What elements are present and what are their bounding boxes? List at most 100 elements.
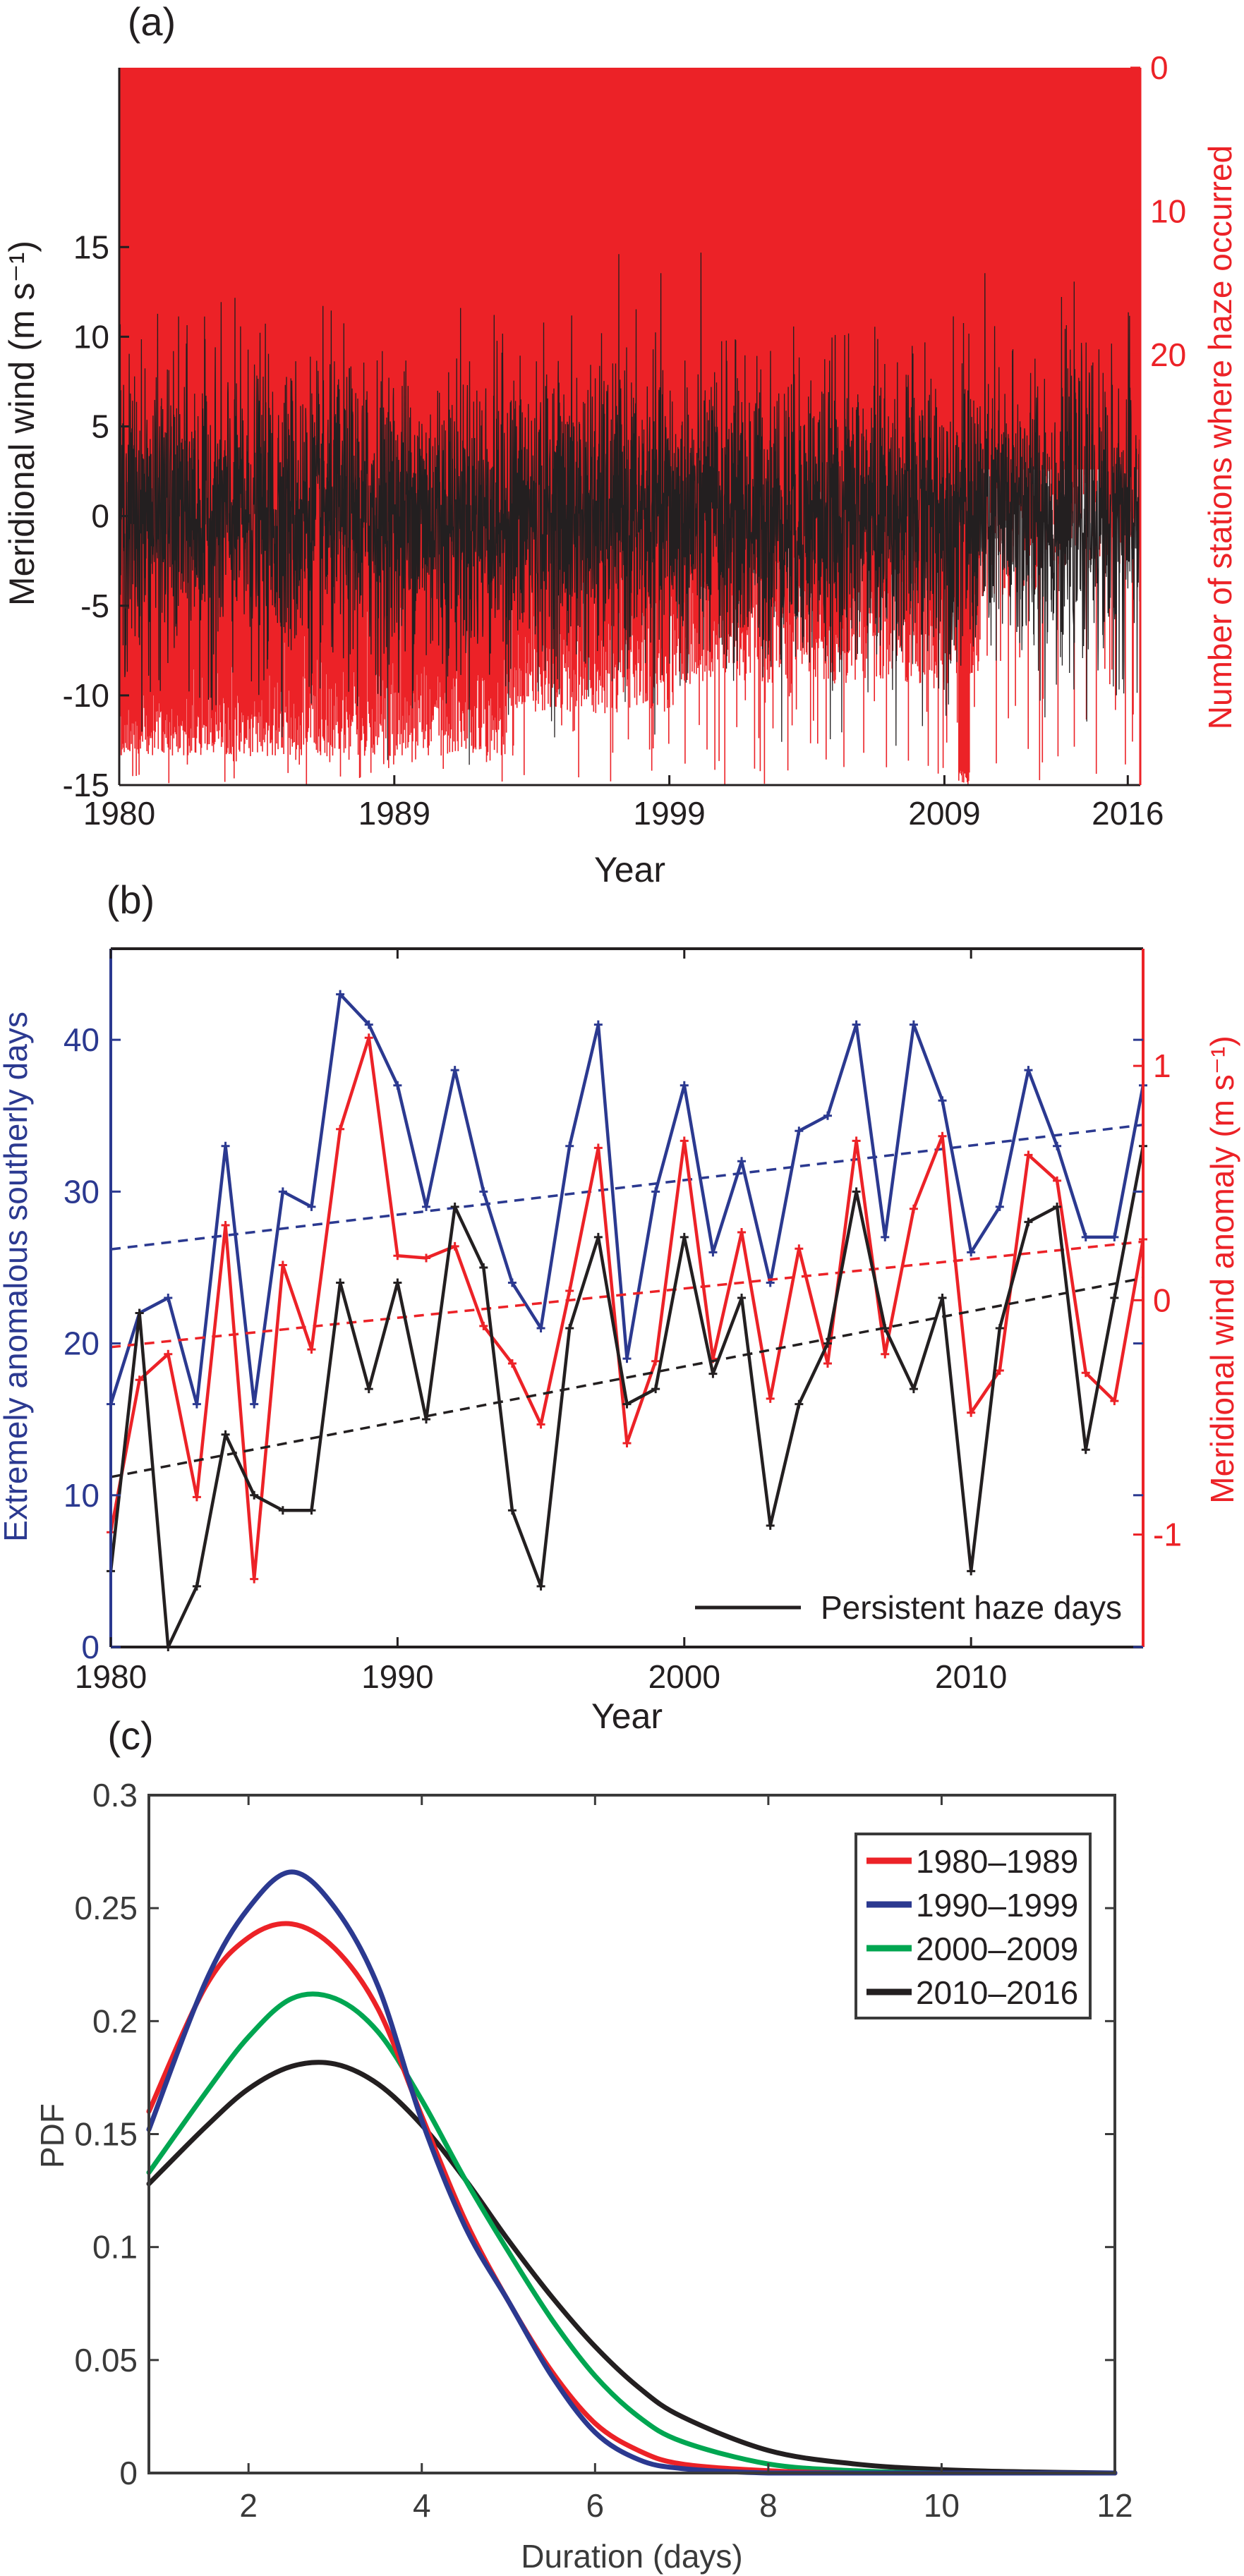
y-tick-label: 15 xyxy=(73,229,109,265)
data-point xyxy=(680,1232,689,1241)
data-point xyxy=(135,1308,144,1318)
legend-entry: 2010–2016 xyxy=(916,1974,1078,2011)
x-axis-label: Year xyxy=(594,850,665,889)
y-tick-label: 0 xyxy=(81,1629,99,1665)
x-tick-label: 12 xyxy=(1097,2487,1133,2524)
data-point xyxy=(1024,1150,1033,1160)
legend: 1980–1989 1990–1999 2000–2009 2010–2016 xyxy=(855,1833,1092,2019)
x-axis-label: Duration (days) xyxy=(521,2538,742,2575)
y-tick-label: 0.2 xyxy=(92,2003,138,2039)
data-point xyxy=(680,1136,689,1146)
y-right-tick-label: 20 xyxy=(1150,336,1186,373)
data-point xyxy=(422,1415,431,1424)
trend-line xyxy=(110,1240,1144,1349)
data-point xyxy=(307,1506,316,1515)
data-point xyxy=(680,1081,689,1090)
data-point xyxy=(909,1204,918,1213)
legend-box xyxy=(855,1833,1092,2019)
x-tick-label: 4 xyxy=(413,2487,431,2524)
data-point xyxy=(450,1241,459,1251)
data-point xyxy=(364,1020,373,1029)
data-point xyxy=(164,1349,173,1359)
data-point xyxy=(307,1345,316,1354)
data-point xyxy=(881,1324,890,1333)
data-point xyxy=(565,1287,574,1296)
data-point xyxy=(795,1126,804,1136)
y-tick-label: 10 xyxy=(64,1477,99,1514)
data-point xyxy=(393,1081,402,1090)
y-tick-label: 20 xyxy=(64,1325,99,1362)
data-point xyxy=(393,1278,402,1287)
data-point xyxy=(536,1420,545,1429)
data-point xyxy=(995,1202,1004,1211)
data-point xyxy=(593,1232,603,1241)
data-point xyxy=(1081,1368,1090,1378)
data-point xyxy=(507,1359,517,1368)
x-tick-label: 2000 xyxy=(648,1658,720,1695)
data-point xyxy=(278,1506,287,1515)
data-point xyxy=(364,1385,373,1394)
data-point xyxy=(1024,1217,1033,1227)
data-point xyxy=(651,1385,660,1394)
data-point xyxy=(479,1321,488,1330)
x-tick-label: 6 xyxy=(586,2487,605,2524)
data-point xyxy=(766,1521,775,1530)
data-point xyxy=(823,1111,832,1120)
data-point xyxy=(651,1356,660,1366)
data-point xyxy=(852,1020,861,1029)
data-point xyxy=(307,1202,316,1211)
data-point xyxy=(1053,1202,1062,1211)
x-tick-label: 1980 xyxy=(83,795,155,832)
data-point xyxy=(1053,1141,1062,1150)
data-point xyxy=(565,1324,574,1333)
y-tick-label: -10 xyxy=(63,677,109,714)
data-point xyxy=(221,1221,230,1230)
y-tick-label: -5 xyxy=(80,588,109,624)
y-tick-label: 0.25 xyxy=(74,1890,138,1926)
trend-line xyxy=(110,1277,1144,1478)
data-point xyxy=(823,1339,832,1348)
data-point xyxy=(593,1020,603,1029)
data-point xyxy=(1110,1232,1119,1241)
legend-entry: Persistent haze days xyxy=(821,1589,1122,1626)
data-point xyxy=(250,1574,259,1584)
data-point xyxy=(651,1187,660,1196)
x-tick-label: 1990 xyxy=(361,1658,433,1695)
data-point xyxy=(536,1324,545,1333)
data-point xyxy=(737,1227,747,1237)
data-point xyxy=(938,1294,947,1302)
data-point xyxy=(336,990,345,999)
data-point xyxy=(565,1141,574,1150)
x-tick-label: 10 xyxy=(924,2487,960,2524)
data-point xyxy=(336,1278,345,1287)
data-point xyxy=(507,1278,517,1287)
data-point xyxy=(967,1408,976,1417)
x-tick-label: 1980 xyxy=(75,1658,147,1695)
data-point xyxy=(192,1399,201,1409)
data-point xyxy=(450,1202,459,1211)
data-point xyxy=(622,1399,632,1409)
y-tick-label: 30 xyxy=(64,1173,99,1210)
data-point xyxy=(479,1263,488,1272)
data-point xyxy=(192,1493,201,1502)
x-axis-label: Year xyxy=(591,1696,663,1736)
y-right-tick-label: 10 xyxy=(1150,193,1186,229)
data-point xyxy=(766,1394,775,1403)
x-tick-label: 2016 xyxy=(1092,795,1164,832)
data-point xyxy=(967,1248,976,1257)
data-point xyxy=(507,1506,517,1515)
data-point xyxy=(708,1369,718,1378)
data-point xyxy=(1053,1176,1062,1185)
data-point xyxy=(536,1581,545,1591)
y-right-axis-label: Meridional wind anomaly (m s⁻¹) xyxy=(1204,1035,1240,1503)
data-point xyxy=(938,1131,947,1141)
x-tick-label: 2 xyxy=(239,2487,258,2524)
data-point xyxy=(852,1136,861,1146)
data-point xyxy=(881,1349,890,1359)
y-tick-label: 10 xyxy=(73,318,109,355)
series-line xyxy=(109,992,1145,1406)
data-point xyxy=(192,1581,201,1591)
wind-haze-plot xyxy=(119,68,1141,785)
y-right-tick-label: 1 xyxy=(1153,1047,1171,1084)
data-point xyxy=(795,1244,804,1253)
